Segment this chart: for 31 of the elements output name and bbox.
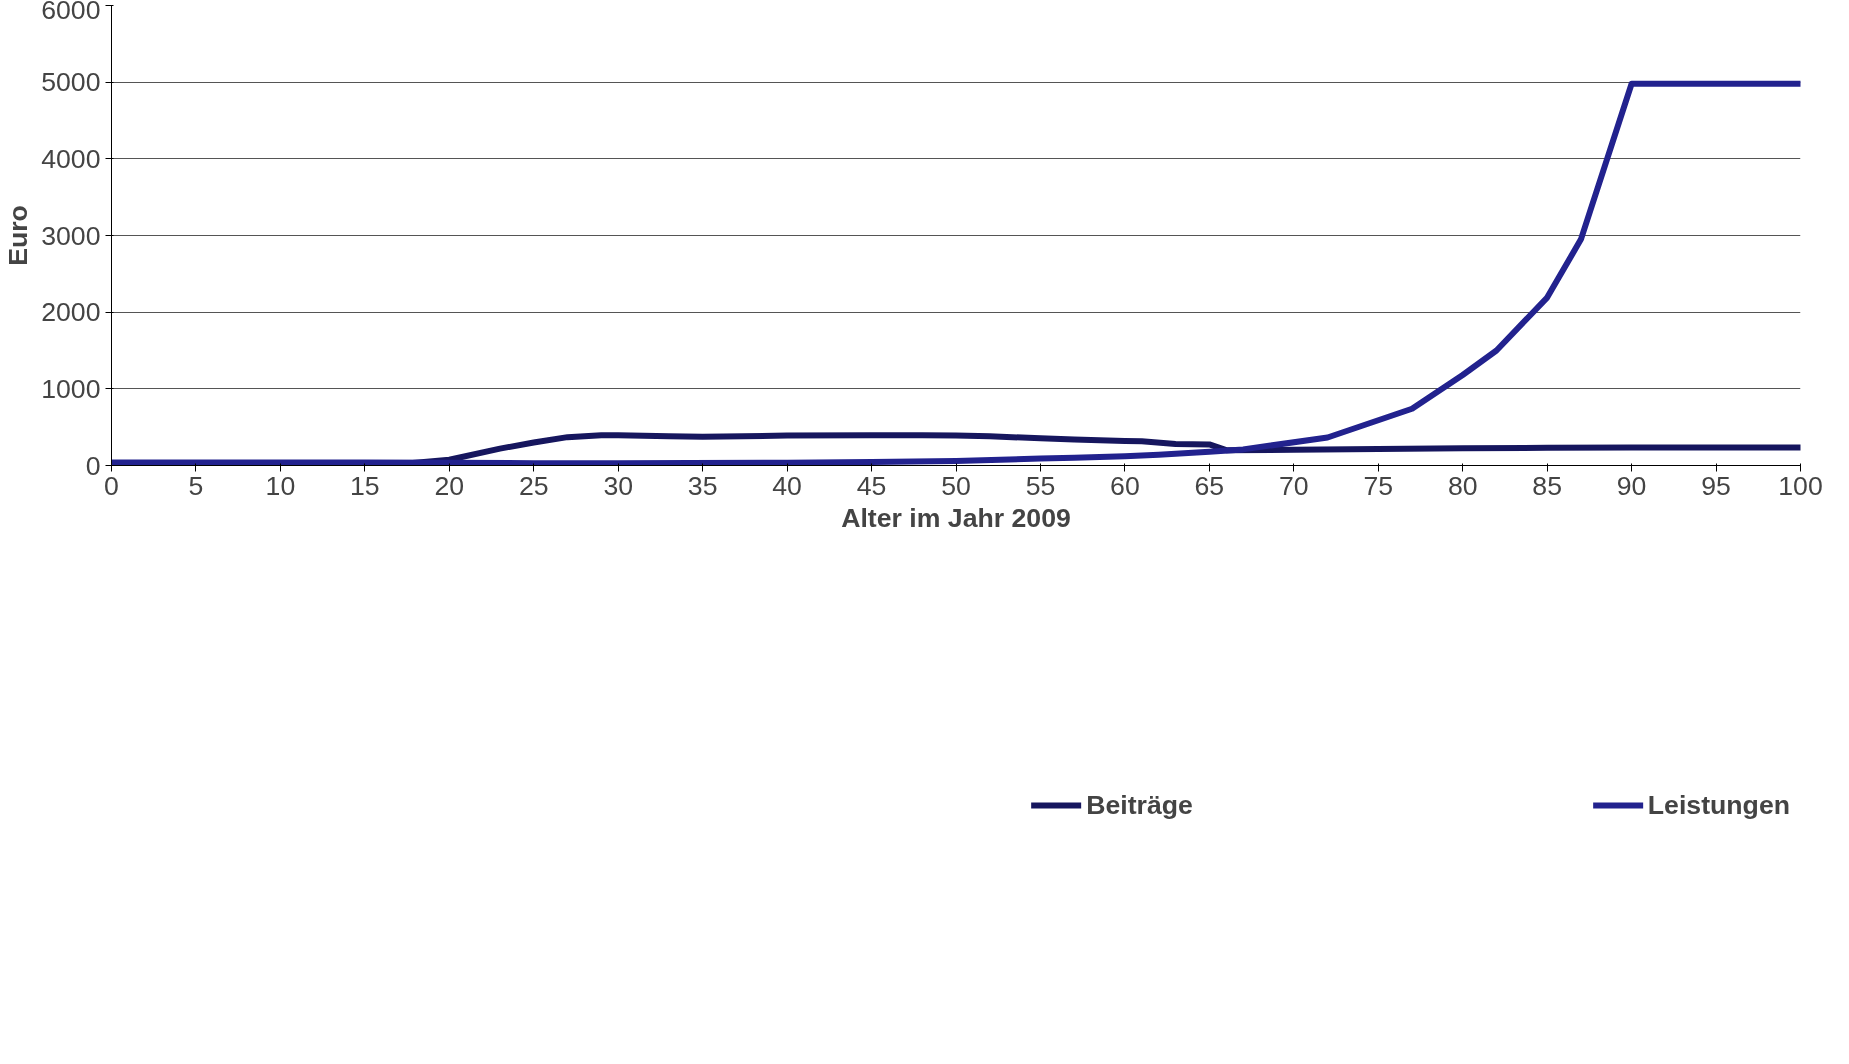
y-tick-label: 4000: [41, 143, 101, 174]
x-tick-label: 40: [772, 470, 802, 501]
x-tick-label: 30: [603, 470, 634, 501]
x-tick-label: 80: [1447, 470, 1478, 501]
y-tick-label: 3000: [41, 220, 101, 251]
x-tick-label: 20: [434, 470, 465, 501]
x-tick-label: 65: [1194, 470, 1225, 501]
x-tick-label: 60: [1110, 470, 1140, 501]
x-tick-label: 100: [1778, 470, 1823, 501]
x-tick-label: 85: [1532, 470, 1562, 501]
x-tick-label: 95: [1701, 470, 1731, 501]
y-tick-label: 1000: [41, 373, 101, 404]
y-tick-label: 6000: [41, 0, 101, 25]
x-tick-label: 25: [518, 470, 549, 501]
y-axis-title: Euro: [3, 205, 34, 266]
y-tick-label: 0: [85, 450, 101, 481]
x-tick-label: 15: [350, 470, 380, 501]
x-axis-title: Alter im Jahr 2009: [841, 502, 1071, 533]
x-tick-label: 90: [1616, 470, 1647, 501]
y-tick-label: 5000: [41, 67, 101, 98]
x-tick-label: 75: [1363, 470, 1394, 501]
x-tick-label: 50: [941, 470, 971, 501]
y-tick-label: 2000: [41, 297, 101, 328]
x-tick-label: 10: [265, 470, 296, 501]
x-tick-label: 35: [687, 470, 718, 501]
x-tick-label: 45: [856, 470, 887, 501]
legend-label: Leistungen: [1647, 789, 1790, 821]
x-tick-label: 5: [188, 470, 204, 501]
x-tick-label: 55: [1025, 470, 1056, 501]
legend-label: Beiträge: [1086, 789, 1193, 821]
x-tick-label: 70: [1278, 470, 1309, 501]
